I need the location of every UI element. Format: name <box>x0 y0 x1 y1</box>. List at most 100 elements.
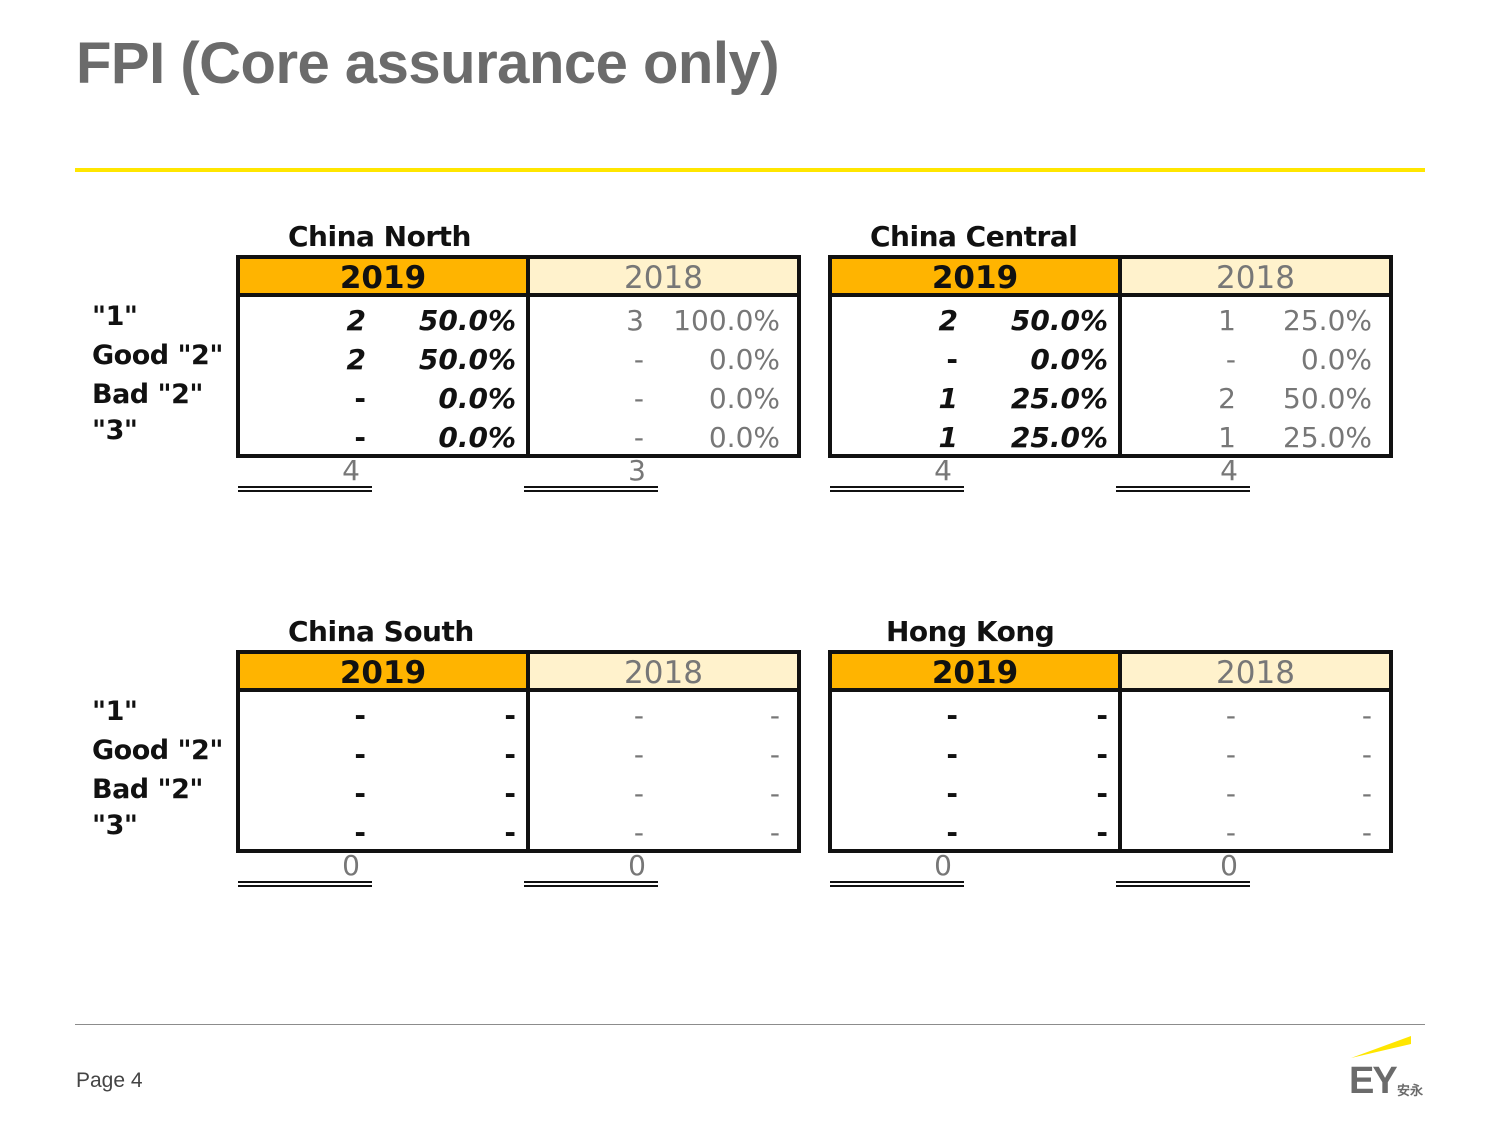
count-cell: - <box>1225 738 1236 771</box>
double-underline <box>830 486 964 492</box>
count-cell: - <box>354 421 366 454</box>
row-labels-bottom: "1" Good "2" Bad "2" "3" <box>92 692 223 843</box>
count-cell: - <box>354 382 366 415</box>
percent-cell: 0.0% <box>1300 343 1372 376</box>
percent-cell: - <box>504 816 516 849</box>
count-cell: - <box>1225 816 1236 849</box>
count-cell: 1 <box>1218 304 1236 337</box>
percent-cell: 25.0% <box>1283 304 1372 337</box>
count-cell: - <box>946 699 958 732</box>
total-cell: 4 <box>934 454 952 487</box>
count-cell: - <box>1225 343 1236 376</box>
count-cell: - <box>633 699 644 732</box>
region-grid: 2019 2018 2 50.0% 3 100.0% 2 50.0% - 0.0% - 0.0% - 0.… <box>236 255 801 458</box>
count-cell: 2 <box>1218 382 1236 415</box>
year-column-divider <box>1118 654 1122 849</box>
count-cell: - <box>633 816 644 849</box>
year-header-2018: 2018 <box>530 259 797 297</box>
double-underline <box>1116 881 1250 887</box>
row-label: Bad "2" <box>92 379 203 410</box>
percent-cell: - <box>1361 816 1372 849</box>
percent-cell: 0.0% <box>438 382 516 415</box>
row-label: "3" <box>92 415 138 446</box>
percent-cell: - <box>1096 738 1108 771</box>
double-underline <box>524 486 658 492</box>
count-cell: - <box>354 816 366 849</box>
count-cell: - <box>354 738 366 771</box>
region-title: Hong Kong <box>886 615 1055 648</box>
total-cell: 3 <box>628 454 646 487</box>
year-header-2019: 2019 <box>240 654 526 692</box>
count-cell: - <box>354 777 366 810</box>
percent-cell: 100.0% <box>673 304 780 337</box>
count-cell: 3 <box>626 304 644 337</box>
ey-logo: EY 安永 <box>1345 1030 1435 1102</box>
double-underline <box>238 881 372 887</box>
count-cell: 1 <box>938 382 958 415</box>
count-cell: 1 <box>1218 421 1236 454</box>
region-grid: 2019 2018- - - - - - - - - - - - - - - - <box>236 650 801 853</box>
row-label: "1" <box>92 696 138 727</box>
percent-cell: - <box>1096 699 1108 732</box>
percent-cell: 25.0% <box>1010 382 1108 415</box>
count-cell: - <box>633 738 644 771</box>
count-cell: - <box>946 816 958 849</box>
year-column-divider <box>526 654 530 849</box>
count-cell: 2 <box>346 343 366 376</box>
year-column-divider <box>526 259 530 454</box>
percent-cell: - <box>769 699 780 732</box>
percent-cell: - <box>1361 699 1372 732</box>
region-grid: 2019 2018- - - - - - - - - - - - - - - - <box>828 650 1393 853</box>
count-cell: 2 <box>346 304 366 337</box>
total-cell: 4 <box>1220 454 1238 487</box>
total-cell: 4 <box>342 454 360 487</box>
count-cell: - <box>633 343 644 376</box>
row-labels-top: "1" Good "2" Bad "2" "3" <box>92 297 223 448</box>
percent-cell: - <box>769 777 780 810</box>
percent-cell: 0.0% <box>1030 343 1108 376</box>
percent-cell: - <box>1361 777 1372 810</box>
page-number: Page 4 <box>76 1069 143 1092</box>
double-underline <box>1116 486 1250 492</box>
percent-cell: - <box>1361 738 1372 771</box>
percent-cell: - <box>1096 777 1108 810</box>
percent-cell: - <box>504 777 516 810</box>
double-underline <box>524 881 658 887</box>
year-header-2018: 2018 <box>1122 654 1389 692</box>
row-label: Good "2" <box>92 340 223 371</box>
row-label: "1" <box>92 301 138 332</box>
row-label: "3" <box>92 810 138 841</box>
year-header-2019: 2019 <box>832 259 1118 297</box>
year-header-2019: 2019 <box>832 654 1118 692</box>
percent-cell: - <box>1096 816 1108 849</box>
logo-beam-icon <box>1351 1036 1411 1058</box>
percent-cell: - <box>769 738 780 771</box>
region-title: China South <box>288 615 474 648</box>
footer-rule <box>75 1024 1425 1025</box>
year-header-2019: 2019 <box>240 259 526 297</box>
double-underline <box>830 881 964 887</box>
logo-wordmark: EY <box>1349 1060 1398 1102</box>
count-cell: - <box>633 421 644 454</box>
percent-cell: 0.0% <box>708 343 780 376</box>
count-cell: - <box>1225 777 1236 810</box>
percent-cell: 50.0% <box>418 343 516 376</box>
double-underline <box>238 486 372 492</box>
count-cell: - <box>354 699 366 732</box>
count-cell: 2 <box>938 304 958 337</box>
row-label: Good "2" <box>92 735 223 766</box>
percent-cell: 50.0% <box>1283 382 1372 415</box>
percent-cell: 25.0% <box>1283 421 1372 454</box>
region-grid: 2019 2018 2 50.0% 1 25.0% - 0.0% - 0.0% 1 25.0% 2 50.… <box>828 255 1393 458</box>
percent-cell: - <box>504 699 516 732</box>
year-header-2018: 2018 <box>530 654 797 692</box>
total-cell: 0 <box>1220 849 1238 882</box>
row-label: Bad "2" <box>92 774 203 805</box>
count-cell: - <box>633 777 644 810</box>
count-cell: - <box>946 738 958 771</box>
total-cell: 0 <box>934 849 952 882</box>
count-cell: - <box>946 777 958 810</box>
percent-cell: 50.0% <box>418 304 516 337</box>
count-cell: - <box>633 382 644 415</box>
percent-cell: - <box>504 738 516 771</box>
